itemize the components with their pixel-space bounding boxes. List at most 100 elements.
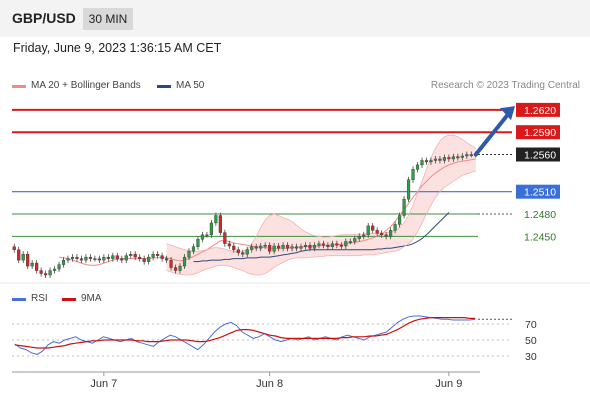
candle-body xyxy=(339,245,343,247)
candle-body xyxy=(191,246,196,252)
rsi-level-label: 70 xyxy=(525,319,537,331)
candle-body xyxy=(111,255,115,259)
timestamp: Friday, June 9, 2023 1:36:15 AM CET xyxy=(13,41,222,55)
candle-body xyxy=(250,246,254,250)
candle-body xyxy=(124,255,128,261)
candle-body xyxy=(120,258,124,261)
rsi-level-label: 30 xyxy=(525,351,537,363)
rsi-line xyxy=(14,315,476,355)
candle-body xyxy=(133,253,137,258)
candle-body xyxy=(35,262,39,271)
candle-body xyxy=(129,253,133,256)
candle-body xyxy=(371,225,375,231)
candle-body xyxy=(138,256,142,259)
candle-body xyxy=(84,256,88,261)
candle-body xyxy=(39,270,43,274)
candle-body xyxy=(456,156,460,159)
candle-body xyxy=(160,255,164,259)
candle-body xyxy=(147,256,151,262)
ma20-legend-swatch xyxy=(12,85,26,88)
candle-body xyxy=(465,154,469,157)
candle-body xyxy=(429,160,433,163)
candle-body xyxy=(438,158,442,161)
candle-body xyxy=(335,243,339,246)
level-label-box xyxy=(516,147,560,162)
candle-body xyxy=(241,252,245,255)
candle-body xyxy=(308,245,312,249)
candle-body xyxy=(236,249,240,253)
candle-body xyxy=(173,267,178,271)
rsi-ma-line xyxy=(14,317,476,349)
candle-body xyxy=(214,215,218,224)
candle-body xyxy=(21,253,25,261)
rsi-ma-legend-label: 9MA xyxy=(81,293,102,304)
level-label: 1.2590 xyxy=(524,127,556,139)
rsi-legend-swatch xyxy=(12,298,26,301)
candle-body xyxy=(294,246,299,249)
candle-body xyxy=(142,258,146,262)
candle-body xyxy=(70,256,75,259)
rsi-ma-legend-swatch xyxy=(62,298,76,301)
candle-body xyxy=(227,243,231,247)
candle-body xyxy=(254,246,258,249)
candle-body xyxy=(17,249,21,261)
candle-body xyxy=(406,179,411,200)
level-label: 1.2620 xyxy=(524,105,556,117)
bollinger-lower-line xyxy=(166,170,476,276)
candle-body xyxy=(115,255,119,259)
candle-body xyxy=(205,234,209,237)
candle-body xyxy=(106,256,110,259)
candle-body xyxy=(79,258,84,261)
candle-body xyxy=(156,253,160,256)
candle-body xyxy=(169,259,173,268)
candle-body xyxy=(460,155,464,158)
candle-body xyxy=(384,234,388,237)
candle-body xyxy=(348,241,352,243)
research-credit: Research © 2023 Trading Central xyxy=(430,80,580,91)
candle-body xyxy=(26,253,30,267)
rsi-legend-label: RSI xyxy=(31,293,48,304)
candle-body xyxy=(245,249,249,255)
candle-body xyxy=(451,156,455,160)
candle-body xyxy=(30,262,34,267)
bollinger-band xyxy=(166,135,476,275)
bollinger-upper-line xyxy=(166,134,477,253)
candle-body xyxy=(420,160,424,166)
rsi-level-label: 50 xyxy=(525,335,537,347)
candle-body xyxy=(411,169,415,180)
candle-body xyxy=(285,245,290,249)
candle-body xyxy=(209,222,213,236)
candle-body xyxy=(469,154,473,156)
candle-body xyxy=(151,253,155,258)
candle-body xyxy=(415,164,420,170)
candle-body xyxy=(344,241,348,247)
candle-body xyxy=(12,246,16,250)
candle-body xyxy=(380,233,384,236)
candle-body xyxy=(93,258,97,261)
candle-body xyxy=(102,256,106,261)
timeframe-button[interactable]: 30 MIN xyxy=(83,8,133,30)
projection-arrow-shaft xyxy=(473,111,511,157)
candle-body xyxy=(357,236,361,239)
instrument-symbol: GBP/USD xyxy=(12,10,76,26)
candle-body xyxy=(277,245,281,249)
candle-body xyxy=(353,238,357,242)
candle-body xyxy=(48,270,52,276)
candle-body xyxy=(290,246,294,249)
level-label-box xyxy=(516,125,560,140)
candle-body xyxy=(88,256,93,259)
candle-body xyxy=(178,265,182,271)
candle-body xyxy=(442,157,446,161)
candle-body xyxy=(447,157,451,160)
candle-body xyxy=(97,258,101,261)
candle-body xyxy=(75,256,79,259)
candle-body xyxy=(366,225,370,236)
candle-body xyxy=(362,234,366,237)
ma50-legend-swatch xyxy=(157,85,171,88)
projection-arrow-head xyxy=(500,106,515,121)
level-label: 1.2450 xyxy=(524,231,556,243)
candle-body xyxy=(61,259,66,265)
candle-body xyxy=(223,232,227,244)
